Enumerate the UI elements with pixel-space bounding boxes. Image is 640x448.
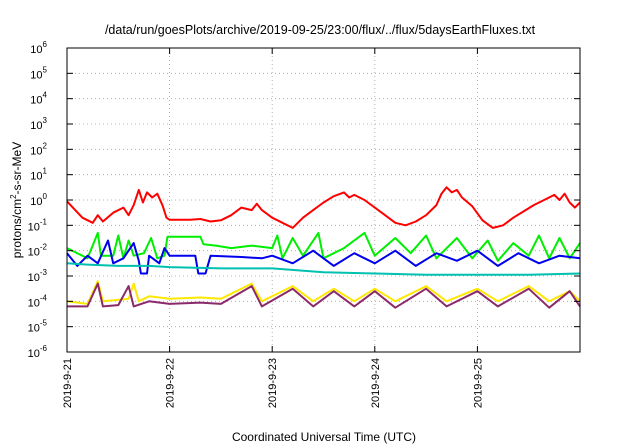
- y-tick-label-base: 10: [30, 145, 42, 157]
- y-tick-label: 100: [30, 192, 47, 208]
- series-line-5: [66, 280, 581, 305]
- series-line-3: [66, 239, 581, 275]
- y-tick-label-base: 10: [28, 348, 40, 360]
- y-tick-label-base: 10: [28, 297, 40, 309]
- chart-title: /data/run/goesPlots/archive/2019-09-25/2…: [105, 23, 536, 37]
- y-axis-label-pre: protons/cm: [10, 199, 24, 258]
- y-tick-label-exp: -3: [40, 268, 48, 277]
- grid: [67, 48, 580, 352]
- y-tick-label: 105: [30, 65, 47, 81]
- y-axis-label-sup: 2: [9, 194, 18, 199]
- y-tick-label-base: 10: [28, 323, 40, 335]
- series-group: [66, 186, 581, 309]
- series-line-1: [66, 186, 581, 229]
- y-tick-label-base: 10: [30, 69, 42, 81]
- y-tick-label: 104: [30, 91, 47, 107]
- y-tick-label: 101: [30, 167, 47, 183]
- y-tick-label-exp: -4: [40, 293, 48, 302]
- y-tick-label-base: 10: [30, 171, 42, 183]
- y-axis-label: protons/cm2-s-sr-MeV: [9, 142, 24, 258]
- y-tick-labels: 10-610-510-410-310-210-11001011021031041…: [28, 40, 48, 360]
- y-tick-label-exp: 0: [43, 192, 48, 201]
- y-tick-label: 102: [30, 141, 47, 157]
- x-tick-label: 2019-9-24: [370, 358, 382, 408]
- x-axis-label: Coordinated Universal Time (UTC): [232, 430, 416, 444]
- series-line-6: [67, 282, 581, 309]
- y-tick-label-exp: -5: [40, 319, 48, 328]
- y-tick-label: 106: [30, 40, 47, 56]
- y-tick-label: 10-4: [28, 293, 48, 309]
- y-tick-label-exp: -1: [40, 217, 48, 226]
- y-tick-label-exp: 1: [43, 167, 48, 176]
- y-tick-label: 10-6: [28, 344, 48, 360]
- y-tick-label: 10-3: [28, 268, 48, 284]
- y-tick-label-base: 10: [28, 221, 40, 233]
- y-tick-label-exp: -6: [40, 344, 48, 353]
- y-tick-label: 10-5: [28, 319, 48, 335]
- x-tick-label: 2019-9-21: [62, 358, 74, 408]
- y-tick-label-base: 10: [30, 44, 42, 56]
- y-tick-label-exp: 3: [43, 116, 48, 125]
- x-tick-labels: 2019-9-21 2019-9-22 2019-9-23 2019-9-24 2019…: [62, 358, 484, 408]
- x-tick-label: 2019-9-23: [267, 358, 279, 408]
- y-tick-label: 103: [30, 116, 47, 132]
- y-tick-label-exp: 4: [43, 91, 48, 100]
- y-tick-label-exp: -2: [40, 243, 48, 252]
- series-line-2: [66, 231, 581, 262]
- y-tick-label: 10-2: [28, 243, 48, 259]
- y-tick-label: 10-1: [28, 217, 48, 233]
- y-tick-label-exp: 2: [43, 141, 48, 150]
- axis-ticks: [66, 47, 580, 353]
- y-tick-label-exp: 5: [43, 65, 48, 74]
- y-tick-label-base: 10: [28, 247, 40, 259]
- y-tick-label-base: 10: [28, 272, 40, 284]
- y-axis-label-post: -s-sr-MeV: [10, 142, 24, 195]
- x-tick-label: 2019-9-25: [472, 358, 484, 408]
- y-tick-label-base: 10: [30, 196, 42, 208]
- y-tick-label-exp: 6: [43, 40, 48, 49]
- x-tick-label: 2019-9-22: [165, 358, 177, 408]
- y-tick-label-base: 10: [30, 95, 42, 107]
- y-tick-label-base: 10: [30, 120, 42, 132]
- series-line-4: [66, 262, 581, 276]
